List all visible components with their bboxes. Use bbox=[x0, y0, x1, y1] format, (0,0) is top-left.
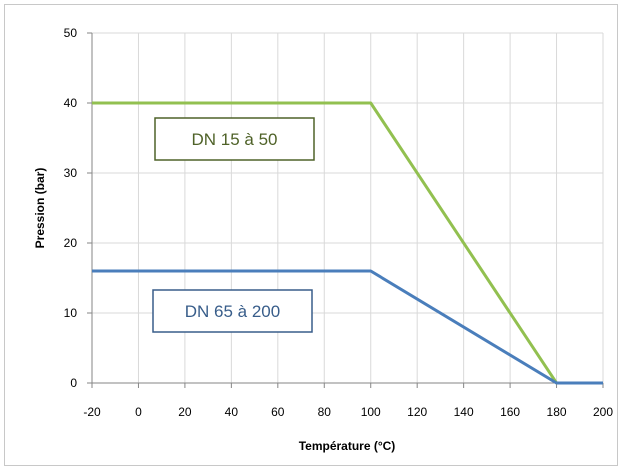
annotation-dn-15-50: DN 15 à 50 bbox=[154, 117, 315, 161]
x-tick-label: 200 bbox=[593, 405, 613, 419]
series-lines bbox=[92, 101, 603, 385]
y-tick-label: 40 bbox=[64, 96, 78, 110]
x-tick-label: 140 bbox=[454, 405, 474, 419]
y-tick-label: 30 bbox=[64, 166, 78, 180]
chart-frame bbox=[4, 4, 618, 466]
annotation-box-dn-65-200 bbox=[152, 289, 313, 333]
y-tick-label: 10 bbox=[64, 306, 78, 320]
x-tick-label: 40 bbox=[225, 405, 239, 419]
x-tick-label: 160 bbox=[500, 405, 520, 419]
y-tick-label: 20 bbox=[64, 236, 78, 250]
annotation-label-dn-15-50: DN 15 à 50 bbox=[192, 130, 278, 149]
x-tick-label: -20 bbox=[83, 405, 101, 419]
tick-labels: -20 0 20 40 60 80 100 120 140 160 180 200 0 10 20 30 40 5… bbox=[64, 26, 614, 419]
x-tick-label: 60 bbox=[271, 405, 285, 419]
x-tick-label: 0 bbox=[135, 405, 142, 419]
annotation-dn-65-200: DN 65 à 200 bbox=[152, 289, 313, 333]
x-tick-label: 100 bbox=[361, 405, 381, 419]
x-tick-label: 120 bbox=[407, 405, 427, 419]
x-tick-label: 180 bbox=[547, 405, 567, 419]
x-tick-label: 20 bbox=[178, 405, 192, 419]
annotation-box-dn-15-50 bbox=[154, 117, 315, 161]
y-tick-label: 0 bbox=[70, 376, 77, 390]
y-axis-title: Pression (bar) bbox=[33, 168, 47, 249]
annotation-label-dn-65-200: DN 65 à 200 bbox=[185, 302, 280, 321]
axes bbox=[87, 32, 604, 388]
x-axis-title: Température (°C) bbox=[299, 439, 396, 453]
series-line-dn-65-200 bbox=[92, 269, 603, 385]
y-tick-label: 50 bbox=[64, 26, 78, 40]
x-tick-label: 80 bbox=[318, 405, 332, 419]
